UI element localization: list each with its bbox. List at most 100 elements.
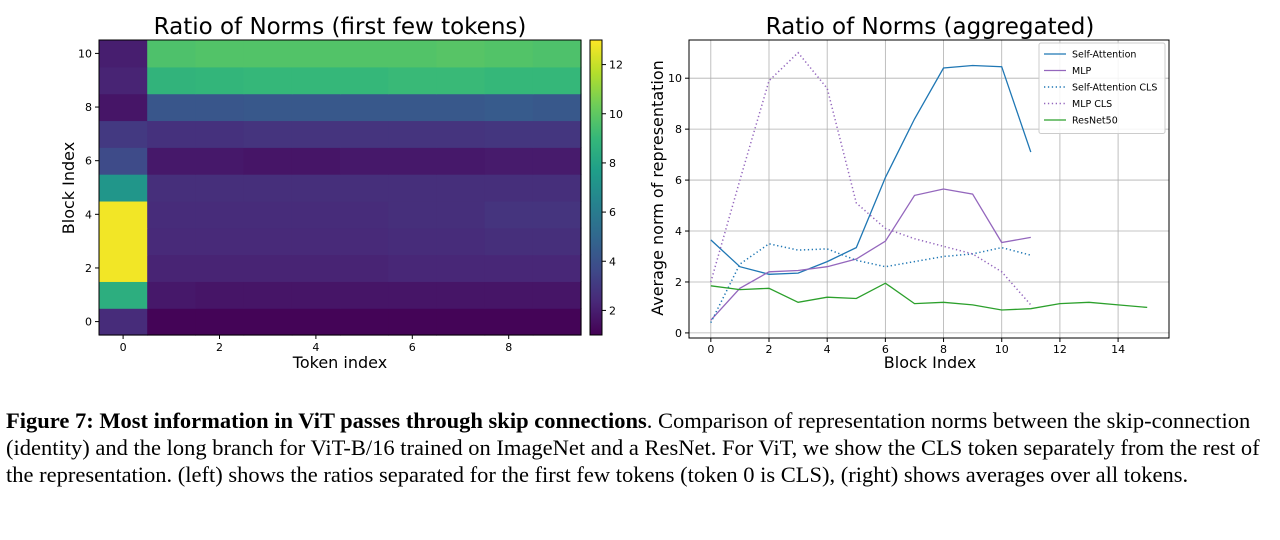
- colorbar: [589, 39, 603, 336]
- heatmap-cell: [532, 174, 582, 202]
- heatmap-x-tick-label: 8: [505, 341, 512, 354]
- heatmap-cell: [147, 227, 196, 256]
- heatmap-cell: [291, 281, 341, 309]
- line-chart-x-tick-label: 8: [940, 343, 947, 356]
- heatmap-cell: [532, 40, 582, 68]
- heatmap-cell: [147, 200, 196, 229]
- heatmap-cell: [99, 308, 148, 336]
- legend-label: Self-Attention: [1072, 50, 1136, 61]
- heatmap-cell: [195, 308, 245, 336]
- heatmap-cell: [436, 40, 486, 68]
- heatmap-cell: [484, 254, 534, 282]
- heatmap-cell: [195, 200, 245, 229]
- heatmap-cell: [436, 200, 486, 229]
- heatmap-cell: [243, 254, 293, 282]
- line-chart-y-tick-label: 8: [675, 123, 682, 136]
- heatmap-cell: [388, 93, 437, 122]
- heatmap-cell: [243, 93, 293, 122]
- heatmap-y-ticks: 0 2 4 6 8 10: [78, 47, 99, 329]
- heatmap-x-tick-label: 4: [312, 341, 319, 354]
- heatmap-cell: [436, 308, 486, 336]
- heatmap-cell: [532, 281, 582, 309]
- heatmap-cell: [340, 227, 389, 256]
- heatmap-cell: [291, 147, 341, 175]
- heatmap-cell: [243, 66, 293, 95]
- line-chart-x-tick-label: 10: [995, 343, 1009, 356]
- heatmap-cell: [484, 308, 534, 336]
- heatmap-cell: [195, 120, 245, 148]
- heatmap-cell: [388, 200, 437, 229]
- heatmap-cell: [484, 66, 534, 95]
- line-chart-x-ticks: 0 2 4 6 8 10 12 14: [707, 338, 1125, 356]
- heatmap-cell: [99, 66, 148, 95]
- line-chart-x-axis-label: Block Index: [884, 353, 976, 372]
- heatmap-cell: [436, 93, 486, 122]
- heatmap-cell: [243, 174, 293, 202]
- heatmap-cell: [436, 254, 486, 282]
- heatmap-x-tick-label: 6: [409, 341, 416, 354]
- heatmap-cells: [99, 40, 582, 336]
- line-chart-x-tick-label: 12: [1053, 343, 1067, 356]
- heatmap-cell: [243, 227, 293, 256]
- legend-label: MLP: [1072, 66, 1091, 77]
- heatmap-cell: [243, 120, 293, 148]
- line-chart-legend: Self-Attention MLP Self-Attention CLS MLP C…: [1038, 42, 1166, 134]
- heatmap-cell: [340, 174, 389, 202]
- heatmap-x-axis-label: Token index: [292, 353, 387, 372]
- heatmap-cell: [291, 254, 341, 282]
- heatmap-cell: [147, 66, 196, 95]
- heatmap-cell: [195, 147, 245, 175]
- line-chart-y-tick-label: 10: [668, 72, 682, 85]
- line-chart-y-ticks: 0 2 4 6 8 10: [668, 72, 689, 340]
- heatmap-cell: [340, 200, 389, 229]
- heatmap-cell: [340, 254, 389, 282]
- series-line-resnet50: [710, 282, 1148, 311]
- heatmap-cell: [340, 93, 389, 122]
- heatmap-cell: [484, 200, 534, 229]
- heatmap-cell: [532, 66, 582, 95]
- heatmap-cell: [147, 254, 196, 282]
- heatmap-cell: [99, 174, 148, 202]
- heatmap-cell: [532, 227, 582, 256]
- line-chart-y-tick-label: 4: [675, 225, 682, 238]
- heatmap-cell: [532, 120, 582, 148]
- colorbar-tick-label: 4: [609, 255, 616, 268]
- heatmap-cell: [147, 281, 196, 309]
- series-line-mlp-cls: [710, 51, 1032, 306]
- heatmap-cell: [532, 147, 582, 175]
- heatmap-cell: [99, 120, 148, 148]
- series-line-self-attention-cls: [710, 242, 1031, 324]
- heatmap-cell: [532, 200, 582, 229]
- heatmap-cell: [388, 40, 437, 68]
- heatmap-cell: [484, 227, 534, 256]
- heatmap-cell: [147, 120, 196, 148]
- heatmap-cell: [99, 200, 148, 229]
- heatmap-cell: [99, 147, 148, 175]
- heatmap-y-tick-label: 8: [85, 101, 92, 114]
- line-chart-x-tick-label: 14: [1111, 343, 1125, 356]
- heatmap-cell: [436, 120, 486, 148]
- heatmap-cell: [484, 120, 534, 148]
- heatmap-frame: [98, 39, 582, 336]
- heatmap-cell: [243, 40, 293, 68]
- heatmap-cell: [195, 66, 245, 95]
- heatmap-cell: [388, 120, 437, 148]
- heatmap-cell: [388, 227, 437, 256]
- heatmap-cell: [291, 120, 341, 148]
- line-chart-x-tick-label: 6: [882, 343, 889, 356]
- heatmap-cell: [147, 308, 196, 336]
- heatmap-cell: [484, 93, 534, 122]
- line-chart-series: [710, 51, 1148, 324]
- heatmap-cell: [532, 93, 582, 122]
- legend-label: ResNet50: [1072, 116, 1118, 127]
- line-chart-y-axis-label: Average norm of representation: [648, 60, 667, 316]
- heatmap-cell: [195, 281, 245, 309]
- heatmap-cell: [388, 147, 437, 175]
- heatmap-cell: [243, 281, 293, 309]
- heatmap-cell: [99, 281, 148, 309]
- heatmap-title: Ratio of Norms (first few tokens): [154, 14, 527, 40]
- heatmap-cell: [484, 147, 534, 175]
- heatmap-cell: [340, 147, 389, 175]
- heatmap-cell: [195, 174, 245, 202]
- heatmap-cell: [195, 254, 245, 282]
